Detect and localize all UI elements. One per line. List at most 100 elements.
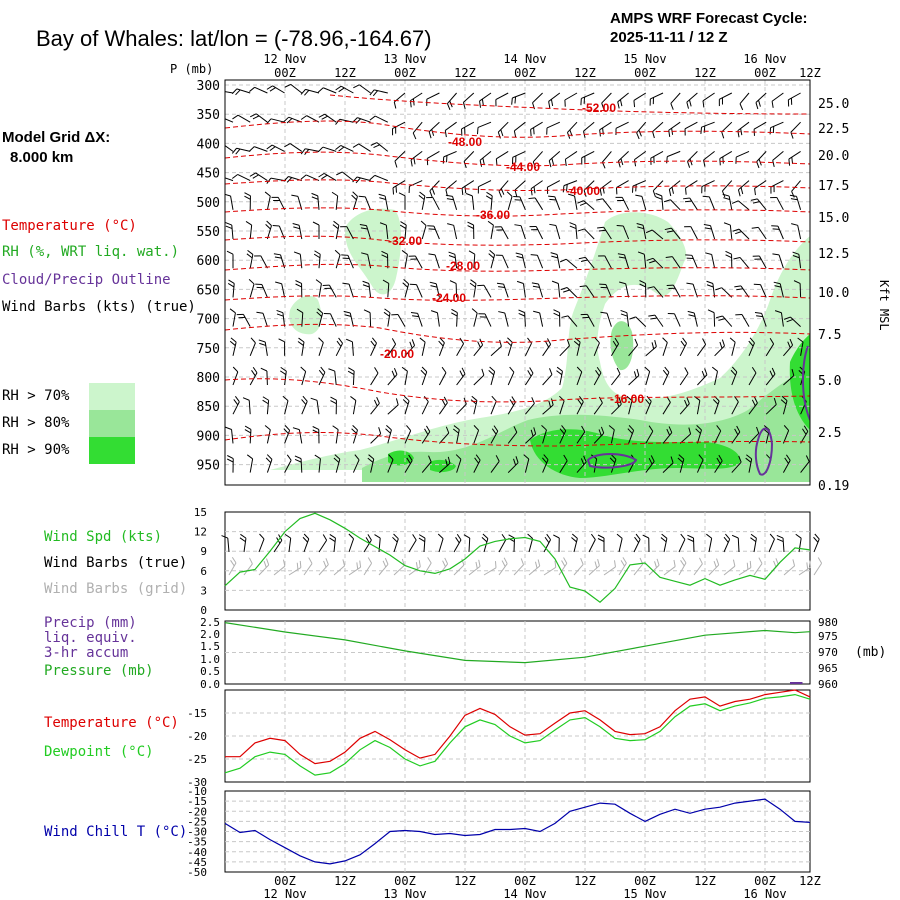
wind-barb (421, 425, 431, 444)
barb-flag (684, 226, 691, 228)
wind-barb-grid (588, 559, 600, 576)
barb-flag (465, 193, 473, 197)
barb-staff (783, 344, 793, 357)
barb-flag (597, 538, 605, 542)
barb-flag (671, 187, 674, 194)
pressure-tick-label: 500 (197, 196, 220, 211)
top-date-label: 15 Nov (623, 52, 666, 66)
wind-barb (387, 454, 394, 473)
barb-flag (283, 428, 289, 434)
barb-staff (536, 255, 544, 269)
barb-flag (562, 185, 565, 193)
wind-barb (317, 146, 337, 153)
barb-staff (611, 403, 622, 415)
barb-flag (467, 225, 474, 229)
top-hour-label: 00Z (634, 66, 656, 80)
barb-flag (617, 101, 620, 109)
barb-staff (753, 121, 767, 130)
bottom-hour-label: 00Z (754, 874, 776, 888)
y-tick-label: 960 (818, 678, 838, 691)
wind-barb (628, 368, 640, 386)
wind-barb (664, 227, 681, 240)
barb-flag (560, 287, 568, 291)
barb-flag (266, 558, 270, 566)
barb-staff (305, 88, 320, 94)
barb-staff (765, 343, 775, 357)
barb-flag (515, 252, 523, 256)
wind-barb (772, 151, 784, 168)
barb-staff (260, 255, 268, 269)
wind-barb-true (642, 534, 650, 553)
barb-flag (649, 260, 656, 264)
barb-flag (363, 309, 371, 314)
barb-flag (550, 99, 554, 107)
barb-flag (477, 341, 481, 348)
wind-barb-true (723, 533, 731, 553)
barb-flag (701, 370, 706, 378)
wind-barb-true (498, 533, 507, 553)
barb-flag (498, 286, 505, 288)
barb-flag (511, 97, 513, 105)
wind-barb (753, 283, 767, 298)
barb-staff (387, 459, 394, 473)
barb-flag (518, 309, 525, 314)
barb-staff (438, 372, 447, 386)
barb-flag (633, 100, 636, 108)
barb-flag (266, 220, 272, 226)
barb-flag (688, 99, 692, 107)
barb-flag (596, 366, 602, 374)
barb-flag (609, 457, 616, 464)
barb-flag (428, 131, 432, 139)
barb-flag (352, 143, 359, 148)
barb-flag (330, 396, 337, 401)
barb-flag (293, 251, 301, 255)
barb-flag (374, 534, 381, 539)
wind-barb (294, 455, 303, 473)
barb-flag (462, 102, 466, 109)
wind-barb (515, 252, 526, 269)
wind-barb (617, 253, 630, 269)
barb-staff (370, 458, 375, 473)
wind-barb (402, 395, 410, 415)
barb-flag (303, 533, 310, 540)
barb-staff (447, 92, 457, 104)
barb-flag (790, 132, 794, 139)
barb-staff (662, 342, 668, 356)
barb-staff (358, 84, 371, 94)
wind-barb-true (768, 533, 775, 553)
wind-barb-true (329, 534, 336, 553)
barb-staff (232, 312, 236, 327)
barb-staff (739, 92, 750, 105)
barb-flag (734, 396, 739, 403)
barb-flag (652, 190, 656, 198)
barb-flag (437, 533, 444, 539)
wind-barb (335, 145, 354, 152)
barb-flag (488, 253, 495, 259)
barb-flag (772, 126, 775, 134)
barb-staff (249, 254, 254, 269)
barb-flag (227, 283, 235, 288)
wind-barb (456, 367, 466, 386)
barb-flag (293, 226, 300, 230)
barb-staff (800, 461, 810, 473)
barb-flag (716, 457, 721, 465)
barb-staff (243, 563, 253, 576)
wind-barb-grid (573, 558, 584, 576)
barb-staff (645, 401, 652, 415)
wind-barb (487, 220, 494, 240)
barb-flag (250, 337, 256, 344)
wind-barb-true (571, 533, 578, 553)
barb-staff (778, 254, 784, 269)
barb-flag (533, 127, 535, 135)
wind-barb (260, 367, 268, 386)
barb-staff (473, 283, 477, 298)
wind-barb (369, 174, 388, 182)
barb-staff (318, 312, 324, 327)
barb-flag (696, 425, 702, 431)
y-tick-label: -15 (187, 707, 207, 720)
wind-barb (506, 191, 513, 210)
wind-barb (315, 279, 322, 298)
barb-flag (263, 560, 267, 568)
wind-barb (576, 366, 583, 386)
barb-flag (318, 113, 325, 118)
